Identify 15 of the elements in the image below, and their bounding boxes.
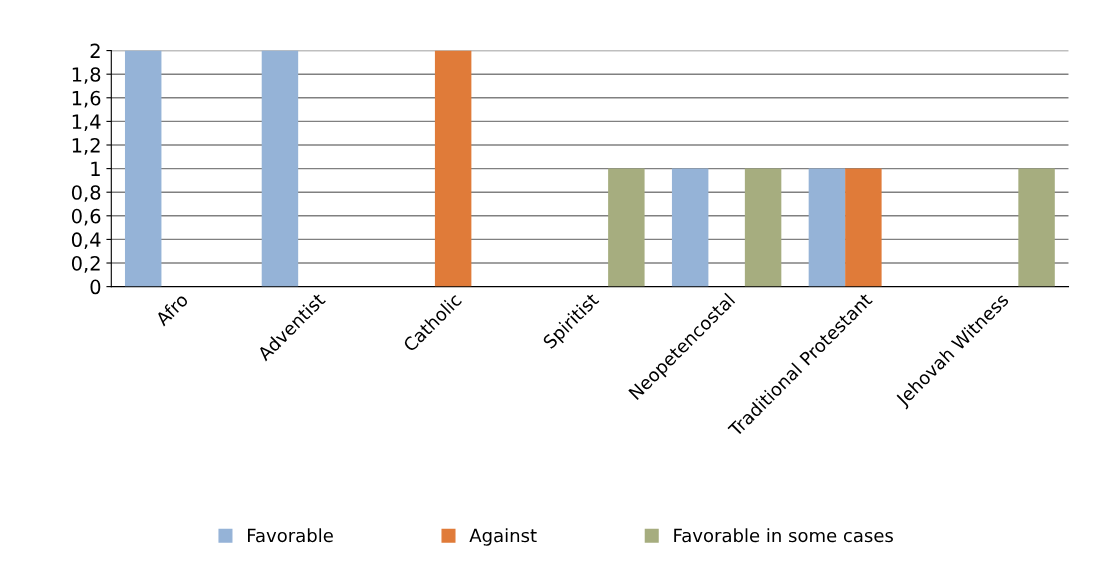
- y-tick-label: 0,4: [71, 232, 101, 250]
- y-tick-label: 0,2: [71, 255, 100, 273]
- y-tick-label: 0,6: [71, 208, 101, 226]
- y-tick-label: 1: [91, 161, 100, 176]
- y-tick-label: 1,6: [72, 90, 101, 108]
- x-tick-label: Afro: [154, 292, 189, 327]
- y-tick-label: 1,8: [72, 67, 101, 84]
- y-tick-label: 0,8: [71, 185, 101, 202]
- legend-label: Against: [469, 528, 537, 546]
- y-tick-label: 1,4: [72, 114, 101, 132]
- legend-label: Favorable in some cases: [674, 528, 893, 543]
- y-tick-label: 2: [90, 43, 100, 58]
- y-tick-label: 0: [90, 279, 101, 295]
- y-tick-label: 1,2: [72, 137, 100, 155]
- legend-label: Favorable: [248, 528, 333, 543]
